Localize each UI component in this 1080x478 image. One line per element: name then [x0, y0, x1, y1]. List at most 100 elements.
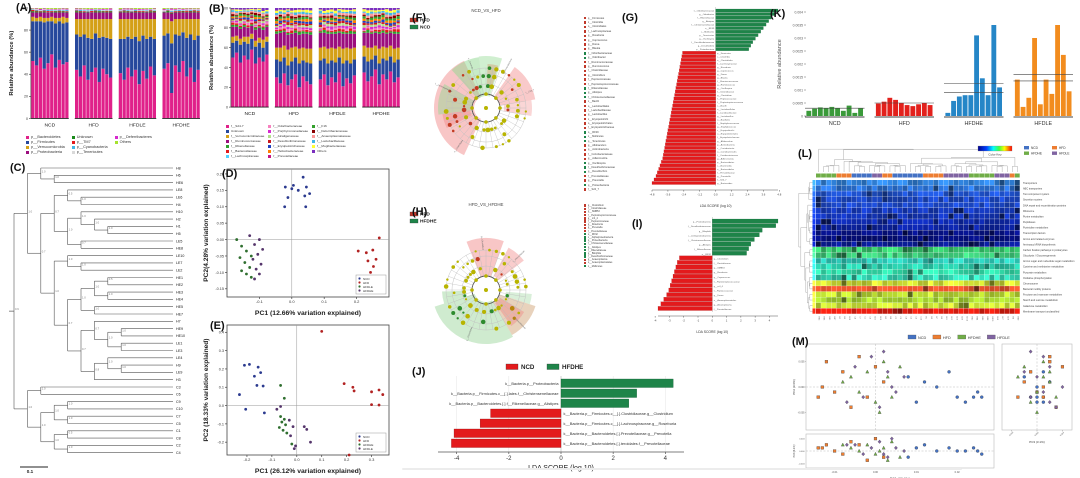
panel-label-g: (G) — [622, 12, 638, 24]
svg-text:g__Coprococcus: g__Coprococcus — [714, 276, 731, 279]
svg-text:C6: C6 — [176, 393, 181, 397]
svg-text:HFDHE: HFDHE — [968, 336, 982, 340]
svg-text:60: 60 — [24, 51, 28, 55]
svg-text:k__Bacteria.p__Proteobacteria: k__Bacteria.p__Proteobacteria — [505, 381, 559, 386]
svg-text:Amino acid related enzymes: Amino acid related enzymes — [1023, 238, 1055, 241]
panel-label-f: (F) — [412, 12, 427, 24]
svg-text:f__Christensenellaceae: f__Christensenellaceae — [688, 239, 712, 242]
svg-text:Purine metabolism: Purine metabolism — [1023, 215, 1044, 218]
svg-text:0.001: 0.001 — [795, 88, 804, 92]
svg-text:C8: C8 — [904, 317, 906, 319]
svg-text:-0.15: -0.15 — [215, 287, 224, 291]
svg-text:C1: C1 — [863, 317, 865, 319]
svg-text:g__Ruminococcus: g__Ruminococcus — [717, 84, 736, 86]
svg-text:f__Peptostreptococcaceae: f__Peptostreptococcaceae — [713, 280, 740, 283]
svg-text:HE4: HE4 — [176, 298, 183, 302]
svg-text:Ribosome: Ribosome — [1023, 210, 1035, 213]
panel-g-lda-score-chart: f__Odoribacteraceae g__Odoribacter f__Rike… — [622, 4, 784, 210]
svg-text:1: 1 — [726, 318, 728, 322]
svg-text:0.1: 0.1 — [219, 386, 224, 390]
svg-text:C4: C4 — [176, 451, 181, 455]
svg-text:-0.05: -0.05 — [215, 254, 224, 258]
svg-text:0: 0 — [26, 117, 28, 121]
svg-text:0.3: 0.3 — [219, 349, 224, 353]
svg-text:HE6: HE6 — [981, 317, 983, 321]
svg-text:C6: C6 — [914, 317, 916, 319]
svg-text:1.0: 1.0 — [69, 257, 73, 261]
svg-text:20: 20 — [24, 95, 28, 99]
svg-text:g__Alistipes: g__Alistipes — [702, 20, 715, 23]
svg-text:1.0: 1.0 — [122, 365, 126, 369]
svg-text:1.0: 1.0 — [82, 214, 86, 218]
svg-text:Amino sugar and nucleotide sug: Amino sugar and nucleotide sugar metabol… — [1023, 260, 1074, 263]
panel-k-relative-abundance-bars: Relative abundance 0 0.0005 0.001 0.0015 0.00… — [772, 4, 1078, 142]
svg-text:C9: C9 — [869, 317, 871, 319]
svg-text:Starch and sucrose metabolism: Starch and sucrose metabolism — [1023, 299, 1058, 302]
svg-text:C10: C10 — [920, 317, 922, 320]
panel-label-b: (B) — [209, 3, 225, 15]
svg-text:LE8: LE8 — [176, 188, 182, 192]
svg-text:g__Alistipes: g__Alistipes — [699, 244, 712, 247]
svg-text:2.4: 2.4 — [746, 192, 750, 196]
svg-text:f__Clostridiaceae: f__Clostridiaceae — [713, 262, 731, 265]
svg-text:-3.6: -3.6 — [666, 192, 671, 196]
svg-text:40: 40 — [24, 73, 28, 77]
svg-text:0.7: 0.7 — [95, 326, 99, 330]
svg-text:PC1 (12.66% variation explaine: PC1 (12.66% variation explained) — [255, 310, 361, 317]
svg-text:0.02: 0.02 — [955, 470, 961, 474]
svg-text:HFDLE: HFDLE — [329, 111, 346, 117]
svg-text:o__Clostridiales: o__Clostridiales — [466, 327, 474, 342]
svg-text:LE6: LE6 — [176, 196, 182, 200]
svg-text:Galactose metabolism: Galactose metabolism — [1023, 305, 1048, 308]
svg-text:f__Lactobacillaceae: f__Lactobacillaceae — [717, 112, 738, 115]
svg-text:Bacterial motility proteins: Bacterial motility proteins — [1023, 288, 1052, 291]
svg-text:1.0: 1.0 — [69, 401, 73, 405]
panel-f-cladogram-ncd-vs-hfd: o__Clostridiales f__Lachnospiraceae c__Clo… — [406, 4, 566, 196]
svg-text:HFDHE: HFDHE — [373, 111, 391, 117]
svg-text:LE1: LE1 — [945, 317, 947, 320]
svg-text:NCD: NCD — [829, 121, 841, 127]
svg-text:Secretion system: Secretion system — [1023, 199, 1042, 202]
svg-text:LE10: LE10 — [176, 254, 184, 258]
svg-text:0.9: 0.9 — [15, 307, 19, 311]
svg-text:-3: -3 — [668, 318, 671, 322]
svg-text:HFD: HFD — [1059, 146, 1066, 150]
svg-text:HFD: HFD — [289, 111, 300, 117]
svg-text:Color Key: Color Key — [988, 153, 1002, 157]
svg-text:H8: H8 — [176, 166, 181, 170]
svg-text:c__Mollicutes: c__Mollicutes — [701, 31, 715, 34]
panel-h-cladogram-hfd-vs-hfdhe: o__Clostridiales g__Clostridium f__Prevote… — [406, 198, 566, 366]
svg-text:0.004: 0.004 — [799, 439, 805, 441]
svg-text:1.0: 1.0 — [82, 295, 86, 299]
svg-text:H4: H4 — [1011, 317, 1013, 319]
svg-text:HFDLE: HFDLE — [363, 285, 373, 289]
svg-text:C4: C4 — [853, 317, 855, 319]
svg-text:g__Desulfovibrio: g__Desulfovibrio — [698, 45, 715, 48]
svg-text:LE5: LE5 — [955, 317, 957, 320]
svg-text:DNA repair and recombination p: DNA repair and recombination proteins — [1023, 204, 1067, 207]
svg-text:NCD: NCD — [918, 336, 926, 340]
svg-text:HE2: HE2 — [176, 283, 183, 287]
svg-text:0.002: 0.002 — [795, 62, 804, 66]
panel-label-a: (A) — [16, 2, 32, 14]
svg-text:g__Lactobacillus: g__Lactobacillus — [717, 115, 734, 118]
svg-text:HFD: HFD — [363, 439, 370, 443]
svg-text:0.4: 0.4 — [219, 331, 224, 335]
svg-text:100: 100 — [22, 6, 28, 10]
svg-text:LE3: LE3 — [950, 317, 952, 320]
svg-text:0.7: 0.7 — [69, 321, 73, 325]
svg-text:C7: C7 — [858, 317, 860, 319]
svg-text:f__Peptostreptococcaceae: f__Peptostreptococcaceae — [717, 101, 744, 104]
svg-text:Relative abundance: Relative abundance — [777, 39, 783, 88]
svg-text:NCD: NCD — [363, 435, 370, 439]
svg-text:-4: -4 — [654, 318, 657, 322]
svg-text:g__Dorea: g__Dorea — [714, 294, 724, 297]
svg-text:c__Erysipelotrichi: c__Erysipelotrichi — [717, 129, 735, 132]
svg-text:Two component system: Two component system — [1023, 193, 1049, 196]
svg-text:o__Bacteroidales: o__Bacteroidales — [717, 168, 735, 171]
svg-text:0.004: 0.004 — [795, 10, 804, 14]
svg-text:HE10: HE10 — [991, 317, 993, 322]
svg-text:C3: C3 — [176, 385, 181, 389]
svg-text:0.1: 0.1 — [319, 457, 325, 462]
